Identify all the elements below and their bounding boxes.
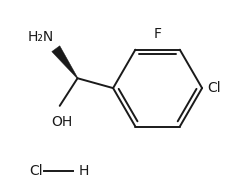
Polygon shape [52,46,78,78]
Text: H: H [79,164,89,178]
Text: H₂N: H₂N [28,30,54,44]
Text: Cl: Cl [29,164,43,178]
Text: Cl: Cl [207,81,221,95]
Text: F: F [153,27,162,41]
Text: OH: OH [51,115,72,129]
